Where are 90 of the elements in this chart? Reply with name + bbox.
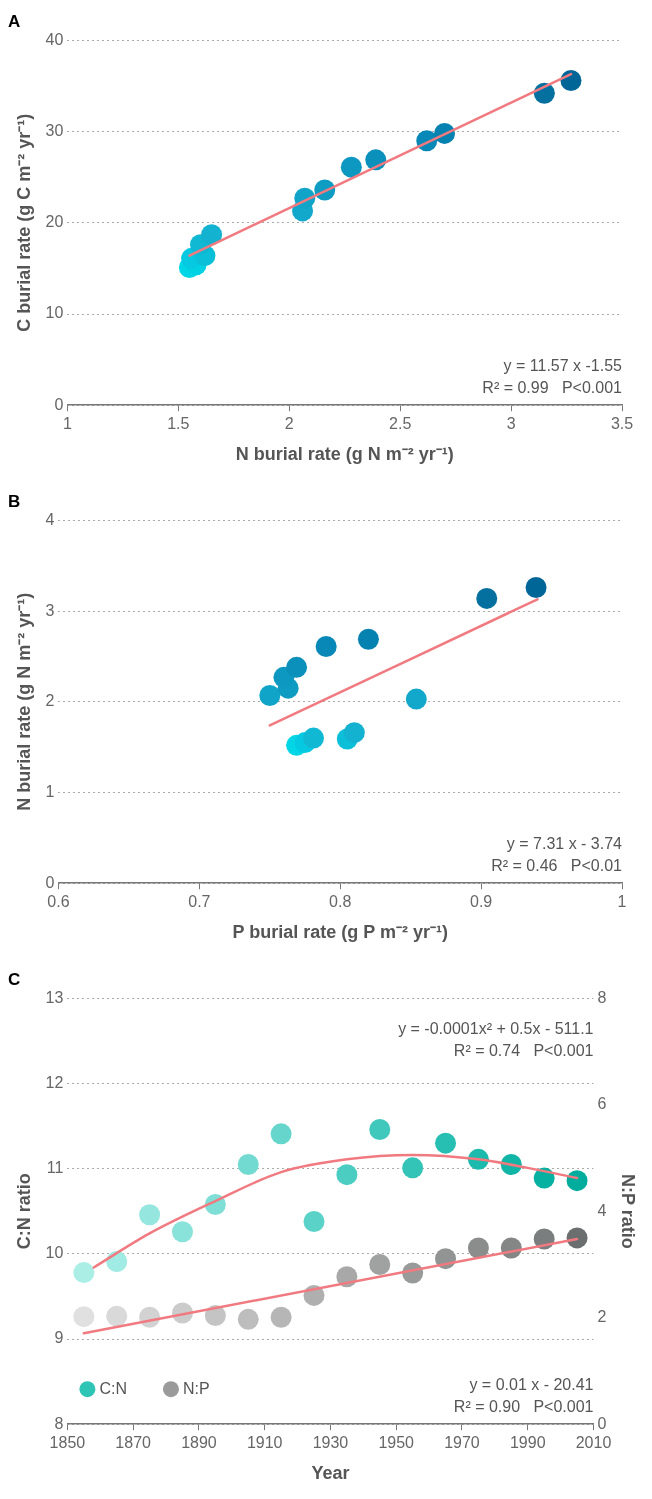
point [73, 1262, 95, 1284]
y2-axis-title: N:P ratio [618, 1173, 639, 1249]
chart-title: A [8, 11, 21, 31]
chart-title: B [8, 491, 21, 511]
point [357, 628, 379, 650]
y2-tick-label: 8 [597, 988, 607, 1006]
x-tick-label: 1910 [246, 1434, 283, 1452]
point [467, 1237, 489, 1259]
y2-tick-label: 4 [597, 1201, 607, 1219]
point [340, 156, 362, 178]
point [201, 224, 223, 246]
x-tick-label: 1990 [509, 1434, 546, 1452]
y-tick-label: 1 [45, 782, 55, 800]
y2-tick-label: 2 [597, 1308, 607, 1326]
point [525, 577, 547, 599]
point [237, 1153, 259, 1175]
x-tick-label: 1930 [312, 1434, 349, 1452]
x-tick-label: 1850 [49, 1434, 86, 1452]
x-tick-label: 0.7 [188, 893, 211, 911]
y-tick-label: 0 [45, 873, 55, 891]
point [369, 1119, 391, 1141]
y-tick-label: 0 [54, 395, 64, 413]
annotation: y = -0.0001x² + 0.5x - 511.1 [398, 1020, 594, 1038]
y-tick-label: 13 [45, 988, 64, 1006]
annotation: y = 0.01 x - 20.41 [469, 1376, 594, 1394]
y2-tick-label: 6 [597, 1095, 607, 1113]
y-axis-title: N burial rate (g N m⁻² yr⁻¹) [13, 592, 34, 811]
point [303, 1211, 325, 1233]
point [405, 688, 427, 710]
point [171, 1221, 193, 1243]
annotation: R² = 0.46 P<0.01 [491, 857, 623, 875]
point [270, 1123, 292, 1145]
x-tick-label: 1870 [115, 1434, 152, 1452]
annotation: y = 7.31 x - 3.74 [506, 835, 623, 853]
legend-label: N:P [182, 1379, 210, 1397]
point [106, 1305, 128, 1327]
y-tick-label: 10 [45, 1244, 64, 1262]
point [566, 1227, 588, 1249]
annotation: R² = 0.99 P<0.001 [482, 379, 623, 397]
x-tick-label: 0.6 [47, 893, 70, 911]
x-axis-title: N burial rate (g N m⁻² yr⁻¹) [235, 444, 454, 465]
y-tick-label: 9 [54, 1329, 64, 1347]
x-axis-title: P burial rate (g P m⁻² yr⁻¹) [232, 922, 448, 943]
x-tick-label: 0.9 [470, 893, 493, 911]
annotation: R² = 0.90 P<0.001 [453, 1398, 594, 1416]
x-tick-label: 1 [617, 893, 627, 911]
y-axis-title: C:N ratio [13, 1173, 34, 1250]
point [73, 1306, 95, 1328]
x-tick-label: 2.5 [389, 415, 412, 433]
y-tick-label: 8 [54, 1414, 64, 1432]
x-axis-title: Year [311, 1463, 350, 1484]
x-tick-label: 3 [506, 415, 516, 433]
point [259, 684, 281, 706]
x-tick-label: 1970 [444, 1434, 480, 1452]
x-tick-label: 1890 [181, 1434, 217, 1452]
y-tick-label: 20 [45, 213, 64, 231]
y-tick-label: 30 [45, 122, 64, 140]
point [139, 1204, 161, 1226]
point [270, 1306, 292, 1328]
point [286, 656, 308, 678]
annotation: y = 11.57 x -1.55 [503, 357, 623, 375]
y-tick-label: 10 [45, 304, 64, 322]
point [343, 722, 365, 744]
y-axis-title: C burial rate (g C m⁻² yr⁻¹) [13, 113, 34, 332]
point [302, 727, 324, 749]
y-tick-label: 3 [45, 601, 55, 619]
point [336, 1164, 358, 1186]
x-tick-label: 1950 [378, 1434, 415, 1452]
y-tick-label: 2 [45, 692, 55, 710]
x-tick-label: 1.5 [167, 415, 190, 433]
y2-tick-label: 0 [597, 1414, 607, 1432]
y-tick-label: 12 [45, 1073, 64, 1091]
point [315, 635, 337, 657]
y-tick-label: 4 [45, 510, 55, 528]
point [566, 1170, 588, 1192]
point [369, 1254, 391, 1276]
x-tick-label: 2010 [575, 1434, 612, 1452]
chart-title: C [8, 969, 21, 989]
x-tick-label: 0.8 [329, 893, 352, 911]
x-tick-label: 2 [284, 415, 294, 433]
point [435, 1132, 457, 1154]
y-tick-label: 11 [46, 1159, 64, 1177]
point [476, 587, 498, 609]
point [237, 1308, 259, 1330]
legend-label: C:N [99, 1379, 127, 1397]
x-tick-label: 3.5 [610, 415, 634, 433]
annotation: R² = 0.74 P<0.001 [453, 1042, 594, 1060]
y-tick-label: 40 [45, 30, 64, 48]
point [402, 1157, 424, 1179]
point [560, 70, 582, 92]
